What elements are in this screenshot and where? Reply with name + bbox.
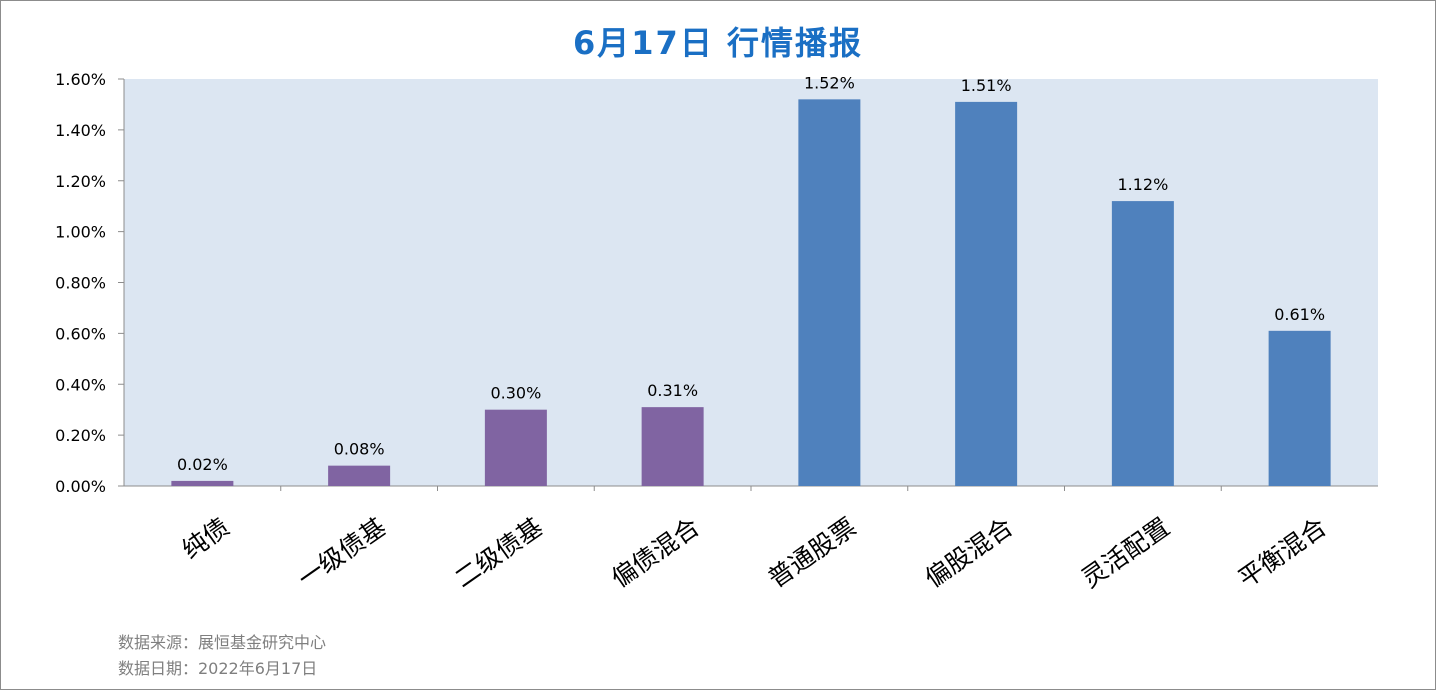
bar: [955, 101, 1018, 487]
bar: [1268, 330, 1331, 486]
x-tick-label: 二级债基: [449, 512, 548, 593]
data-label: 0.08%: [334, 440, 385, 459]
y-tick-label: 1.00%: [55, 223, 106, 242]
bar: [798, 99, 861, 486]
y-tick-label: 1.20%: [55, 172, 106, 191]
bar: [328, 465, 391, 486]
bar: [1111, 201, 1174, 486]
data-label: 1.52%: [804, 73, 855, 92]
y-tick-label: 0.40%: [55, 375, 106, 394]
data-label: 0.61%: [1274, 305, 1325, 324]
x-tick-label: 灵活配置: [1076, 512, 1175, 593]
y-tick-label: 0.60%: [55, 324, 106, 343]
data-label: 0.30%: [490, 384, 541, 403]
bar: [171, 480, 234, 486]
x-tick-label: 平衡混合: [1233, 512, 1332, 593]
x-tick-label: 一级债基: [293, 512, 392, 593]
y-tick-label: 0.20%: [55, 426, 106, 445]
bar: [484, 409, 547, 486]
data-date-note: 数据日期：2022年6月17日: [118, 659, 318, 678]
x-tick-label: 偏股混合: [920, 512, 1019, 593]
x-tick-label: 普通股票: [763, 512, 862, 593]
chart-title: 6月17日 行情播报: [573, 24, 863, 62]
data-label: 0.31%: [647, 381, 698, 400]
chart-footer: 数据来源：展恒基金研究中心 数据日期：2022年6月17日: [118, 630, 326, 682]
y-tick-label: 0.00%: [55, 477, 106, 496]
y-tick-label: 1.60%: [55, 70, 106, 89]
y-tick-label: 0.80%: [55, 274, 106, 293]
data-label: 1.51%: [961, 76, 1012, 95]
bar: [641, 407, 704, 486]
x-tick-label: 纯债: [177, 512, 235, 564]
y-tick-label: 1.40%: [55, 121, 106, 140]
data-label: 0.02%: [177, 455, 228, 474]
x-tick-label: 偏债混合: [606, 512, 705, 593]
data-label: 1.12%: [1117, 175, 1168, 194]
plot-area: [124, 79, 1378, 486]
data-source-note: 数据来源：展恒基金研究中心: [118, 633, 327, 652]
